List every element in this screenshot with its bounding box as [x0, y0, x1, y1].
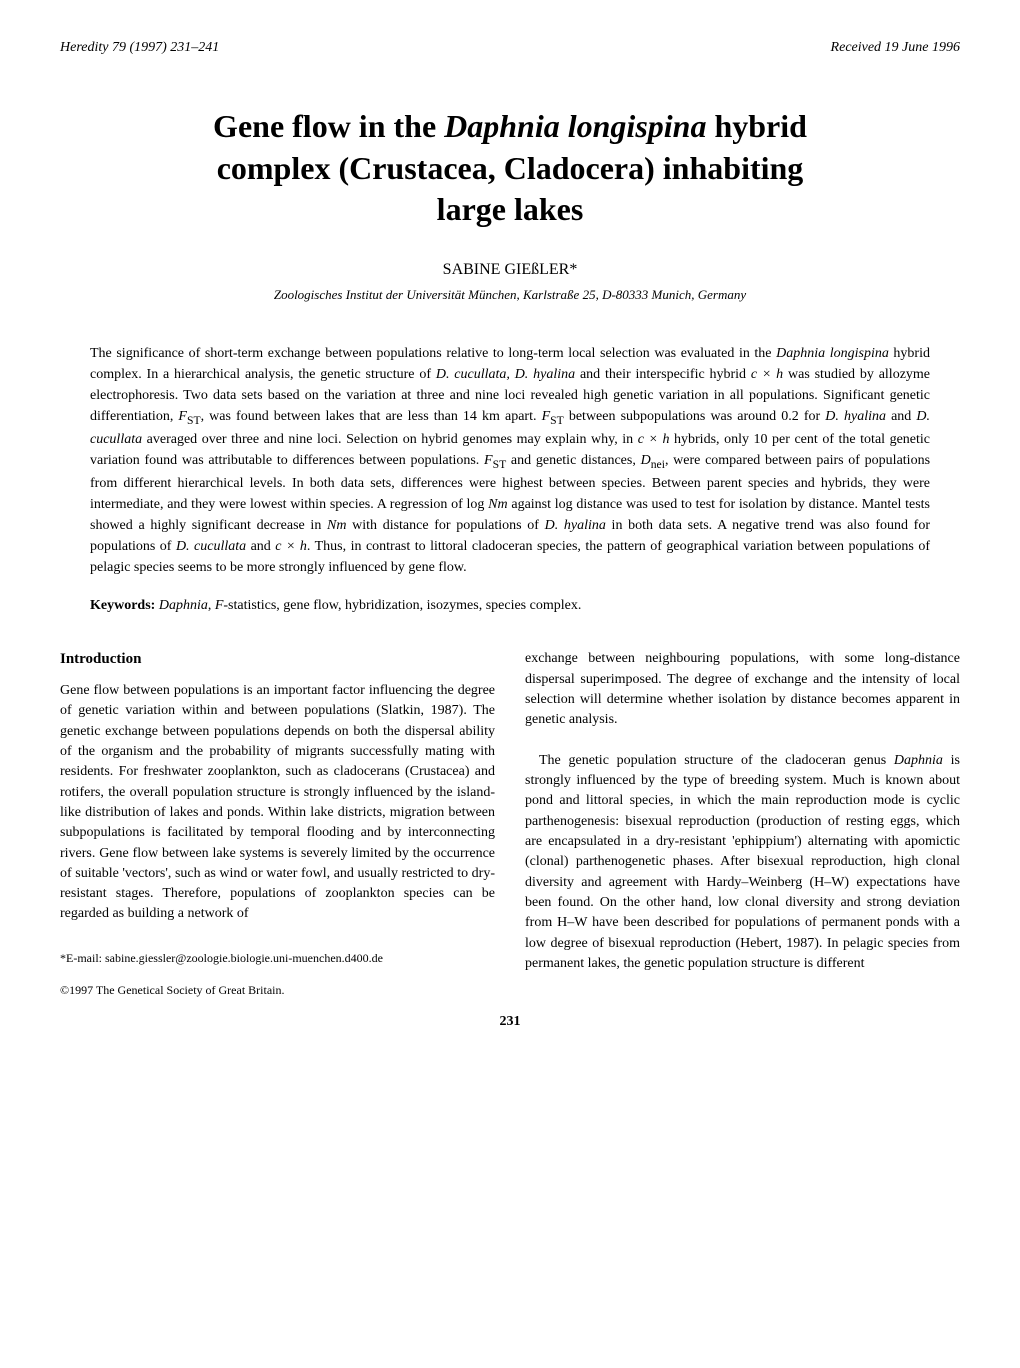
abstract-subscript: nei [651, 458, 665, 471]
abstract-span: averaged over three and nine loci. Selec… [142, 432, 638, 447]
right-column: exchange between neighbouring population… [525, 649, 960, 999]
received-date: Received 19 June 1996 [831, 40, 960, 56]
keywords-text: -statistics, gene flow, hybridization, i… [223, 598, 581, 613]
abstract-text: The significance of short-term exchange … [60, 343, 960, 579]
abstract-subscript: ST [187, 414, 201, 427]
body-span: is strongly influenced by the type of br… [525, 753, 960, 971]
abstract-span: The significance of short-term exchange … [90, 346, 776, 361]
abstract-span-italic: D. hyalina [825, 409, 886, 424]
body-span-italic: Daphnia [894, 753, 943, 768]
body-span: The genetic population structure of the … [539, 753, 894, 768]
body-columns: Introduction Gene flow between populatio… [60, 649, 960, 999]
abstract-subscript: ST [550, 414, 564, 427]
keywords-label: Keywords: [90, 598, 155, 613]
title-part1: Gene flow in the [213, 108, 444, 144]
title-line2: complex (Crustacea, Cladocera) inhabitin… [217, 150, 804, 186]
abstract-span-italic: F [542, 409, 551, 424]
abstract-span-italic: Nm [488, 497, 507, 512]
header-row: Heredity 79 (1997) 231–241 Received 19 J… [60, 40, 960, 56]
abstract-span: and [886, 409, 916, 424]
abstract-span-italic: D. hyalina [545, 518, 606, 533]
keywords-italic: Daphnia [159, 598, 208, 613]
abstract-span-italic: c × h [751, 367, 783, 382]
abstract-span: and [246, 539, 275, 554]
abstract-subscript: ST [493, 458, 507, 471]
title-species: Daphnia longispina [444, 108, 706, 144]
abstract-span: with distance for populations of [346, 518, 544, 533]
article-title: Gene flow in the Daphnia longispina hybr… [60, 106, 960, 231]
abstract-span: , was found between lakes that are less … [201, 409, 542, 424]
abstract-span-italic: D. cucullata [176, 539, 246, 554]
abstract-span-italic: F [484, 453, 493, 468]
introduction-col1: Gene flow between populations is an impo… [60, 681, 495, 925]
author-affiliation: Zoologisches Institut der Universität Mü… [60, 287, 960, 303]
abstract-span-italic: c × h [638, 432, 670, 447]
left-column: Introduction Gene flow between populatio… [60, 649, 495, 999]
abstract-span-italic: Daphnia longispina [776, 346, 889, 361]
author-name: SABINE GIEßLER* [60, 261, 960, 279]
abstract-span-italic: D [641, 453, 651, 468]
abstract-span: and their interspecific hybrid [575, 367, 751, 382]
body-span: exchange between neighbouring population… [525, 651, 960, 727]
email-footnote: *E-mail: sabine.giessler@zoologie.biolog… [60, 950, 495, 967]
abstract-span: between subpopulations was around 0.2 fo… [564, 409, 826, 424]
abstract-span-italic: c × h [275, 539, 307, 554]
abstract-span: and genetic distances, [506, 453, 640, 468]
abstract-span-italic: F [178, 409, 187, 424]
introduction-heading: Introduction [60, 649, 495, 671]
page-number: 231 [60, 1014, 960, 1030]
journal-reference: Heredity 79 (1997) 231–241 [60, 40, 219, 56]
abstract-span-italic: D. cucullata, D. hyalina [436, 367, 575, 382]
keywords: Keywords: Daphnia, F-statistics, gene fl… [60, 598, 960, 614]
copyright-notice: ©1997 The Genetical Society of Great Bri… [60, 982, 495, 999]
title-line3: large lakes [437, 191, 584, 227]
title-part2: hybrid [706, 108, 806, 144]
body-span-indent: The genetic population structure of the … [525, 751, 960, 974]
keywords-text: , [208, 598, 215, 613]
introduction-col2: exchange between neighbouring population… [525, 649, 960, 974]
abstract-span-italic: Nm [327, 518, 346, 533]
